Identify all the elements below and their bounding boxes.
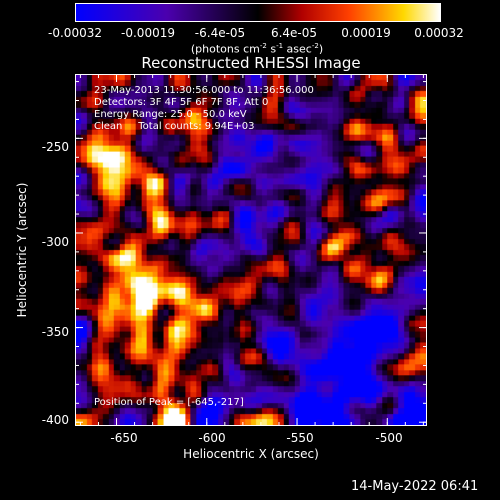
y-axis-label: Heliocentric Y (arcsec) xyxy=(15,182,29,318)
colorbar-unit-label: (photons cm-2 s-1 asec-2) xyxy=(190,42,324,56)
y-tick-label: -400 xyxy=(41,413,69,427)
colorbar-tick-label: 0.00032 xyxy=(414,26,464,40)
colorbar-tick-label: -6.4e-05 xyxy=(194,26,246,40)
x-tick-label: -500 xyxy=(375,431,403,445)
y-tick-label: -300 xyxy=(41,235,69,249)
annotation-detectors: Detectors: 3F 4F 5F 6F 7F 8F, Att 0 xyxy=(94,97,269,108)
annotation-energy-range: Energy Range: 25.0 - 50.0 keV xyxy=(94,109,247,120)
colorbar-tick-label: 6.4e-05 xyxy=(270,26,318,40)
x-axis-label: Heliocentric X (arcsec) xyxy=(183,447,319,461)
plot-area: 23-May-2013 11:30:56.000 to 11:36:56.000… xyxy=(75,74,427,426)
annotation-clean-counts: Clean Total counts: 9.94E+03 xyxy=(94,121,255,132)
y-tick-label: -350 xyxy=(41,325,69,339)
colorbar-gradient xyxy=(76,4,440,21)
chart-title: Reconstructed RHESSI Image xyxy=(141,54,361,72)
colorbar-tick-label: -0.00019 xyxy=(121,26,175,40)
colorbar-tick-label: -0.00032 xyxy=(48,26,102,40)
x-tick-label: -600 xyxy=(198,431,226,445)
colorbar-tick-label: 0.00019 xyxy=(341,26,391,40)
heatmap-image xyxy=(76,75,426,425)
x-tick-label: -650 xyxy=(110,431,138,445)
annotation-time-range: 23-May-2013 11:30:56.000 to 11:36:56.000 xyxy=(94,85,314,96)
x-tick-label: -550 xyxy=(286,431,314,445)
y-tick-label: -250 xyxy=(41,140,69,154)
colorbar xyxy=(75,3,441,22)
annotation-peak-position: Position of Peak = [-645,-217] xyxy=(94,397,244,408)
footer-timestamp: 14-May-2022 06:41 xyxy=(351,479,479,494)
